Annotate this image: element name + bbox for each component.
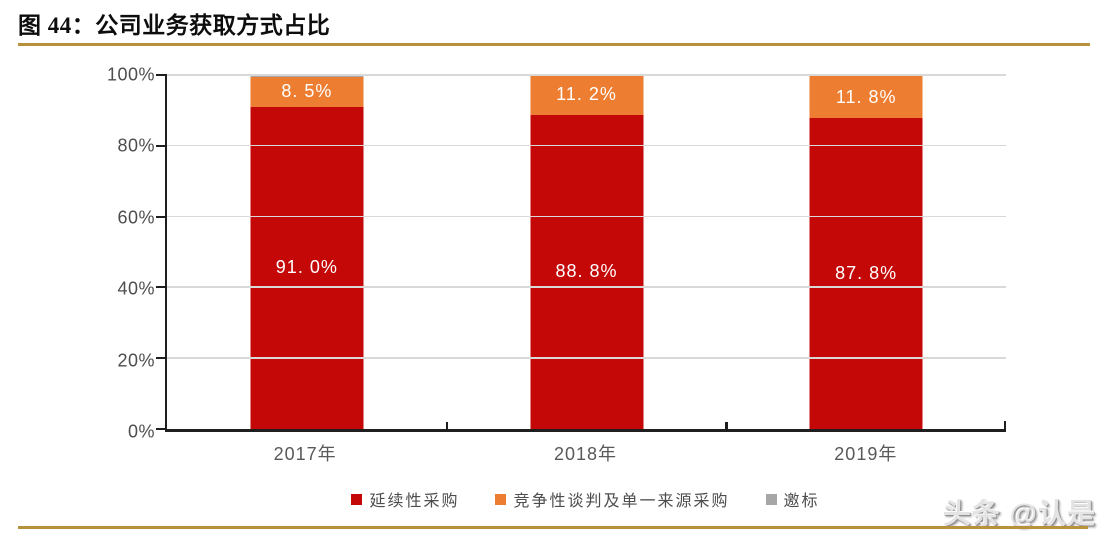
bar-column: 88. 8% 11. 2% [447,75,727,429]
y-axis-tick-label: 80% [117,135,155,156]
y-axis-tick [156,144,167,147]
y-axis-tick-label: 0% [127,421,155,442]
y-axis-tick-label: 60% [117,207,155,228]
gridline [167,144,1006,147]
legend-swatch [495,493,507,505]
gridline [167,286,1006,288]
legend-label: 邀标 [783,493,820,510]
bar-columns: 91. 0% 8. 5% 88. 8% 11. 2% 87. 8% 11. 8% [167,75,1006,429]
gridline [167,215,1006,218]
y-axis-tick-label: 40% [117,278,155,299]
bottom-rule [18,526,1088,529]
x-axis-labels: 2017年 2018年 2019年 [165,440,1006,466]
bar-column: 91. 0% 8. 5% [167,75,447,429]
watermark-text: 头条 @认是 [942,498,1096,529]
bar-segment-竞争性谈判及单一来源采购: 11. 2% [530,75,643,115]
x-axis-tick [725,422,728,429]
legend-item: 邀标 [765,487,820,511]
gridline [167,357,1006,359]
legend-label: 延续性采购 [369,493,460,510]
bar-segment-竞争性谈判及单一来源采购: 8. 5% [250,76,364,107]
legend-swatch [765,493,777,505]
y-axis-tick-label: 20% [117,350,155,371]
bar-segment-邀标 [250,75,364,77]
chart-legend: 延续性采购 竞争性谈判及单一来源采购 邀标 [165,487,1006,511]
stacked-bar: 87. 8% 11. 8% [809,75,923,429]
legend-label: 竞争性谈判及单一来源采购 [513,493,730,510]
bar-segment-竞争性谈判及单一来源采购: 11. 8% [809,76,923,119]
y-axis-tick [156,428,167,430]
x-axis-category-label: 2017年 [273,444,337,464]
x-axis-category-label: 2019年 [834,444,898,464]
x-axis-tick [445,422,449,429]
figure-title: 图 44：公司业务获取方式占比 [18,13,331,38]
y-axis-tick [156,74,167,76]
y-axis-tick [156,357,167,360]
title-underline [18,43,1090,46]
bar-segment-延续性采购: 88. 8% [530,114,643,429]
bar-segment-邀标 [809,75,923,77]
bar-segment-延续性采购: 87. 8% [809,118,923,429]
legend-item: 延续性采购 [351,487,459,511]
y-axis-tick [156,215,167,218]
y-axis-tick-label: 100% [106,64,155,85]
y-axis-labels: 0% 20% 40% 60% 80% 100% [60,65,155,442]
plot-area: 91. 0% 8. 5% 88. 8% 11. 2% 87. 8% 11. 8% [156,74,1006,432]
stacked-bar: 88. 8% 11. 2% [530,75,643,429]
bar-column: 87. 8% 11. 8% [726,75,1006,429]
legend-item: 竞争性谈判及单一来源采购 [495,487,729,511]
gridline [167,74,1006,76]
stacked-bar: 91. 0% 8. 5% [250,75,364,429]
y-axis-tick [156,286,167,289]
legend-swatch [351,493,363,505]
bar-segment-延续性采购: 91. 0% [250,106,364,429]
x-axis-category-label: 2018年 [553,444,618,464]
x-axis-end-tick [1003,421,1006,429]
